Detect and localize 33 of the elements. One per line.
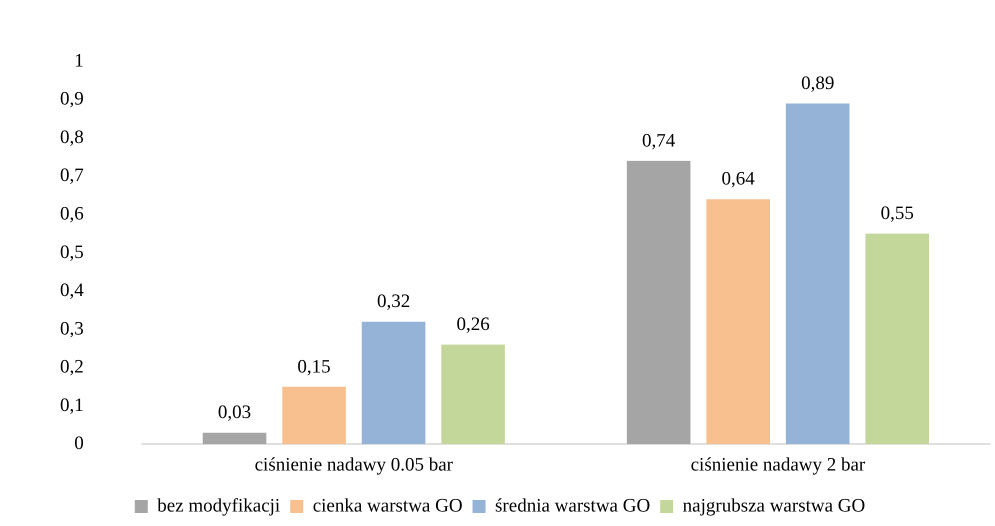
y-tick-label: 0,1 <box>60 394 84 416</box>
y-tick-label: 0,5 <box>60 242 84 263</box>
data-label: 0,03 <box>218 402 252 424</box>
y-tick-label: 0,2 <box>60 356 84 378</box>
bar <box>865 234 930 444</box>
y-tick-label: 0,9 <box>60 88 84 110</box>
data-label: 0,64 <box>722 168 756 190</box>
data-label: 0,74 <box>642 130 676 152</box>
data-label: 0,15 <box>297 356 331 378</box>
y-tick-label: 0,6 <box>60 204 84 225</box>
y-tick-label: 0,4 <box>60 280 84 302</box>
bar <box>706 199 770 444</box>
data-label: 0,32 <box>376 291 410 312</box>
legend-label: średnia warstwa GO <box>495 495 650 516</box>
x-tick-label: ciśnienie nadawy 0.05 bar <box>254 454 454 476</box>
y-tick-label: 1 <box>74 50 84 72</box>
data-label: 0,55 <box>880 203 914 224</box>
bar <box>786 104 850 444</box>
data-label: 0,26 <box>456 314 490 336</box>
data-label: 0,89 <box>801 72 834 94</box>
legend-label: bez modyfikacji <box>157 495 280 516</box>
bar <box>202 432 266 444</box>
y-tick-label: 0 <box>74 433 84 454</box>
legend-label: najgrubsza warstwa GO <box>682 495 866 516</box>
y-tick-label: 0,8 <box>60 126 84 148</box>
bar <box>441 344 505 444</box>
x-tick-label: ciśnienie nadawy 2 bar <box>690 454 866 476</box>
bar <box>626 160 690 444</box>
bar <box>282 386 346 444</box>
y-tick-label: 0,7 <box>60 165 84 186</box>
y-tick-label: 0,3 <box>60 318 84 340</box>
bar <box>362 322 426 444</box>
legend-label: cienka warstwa GO <box>312 495 463 516</box>
